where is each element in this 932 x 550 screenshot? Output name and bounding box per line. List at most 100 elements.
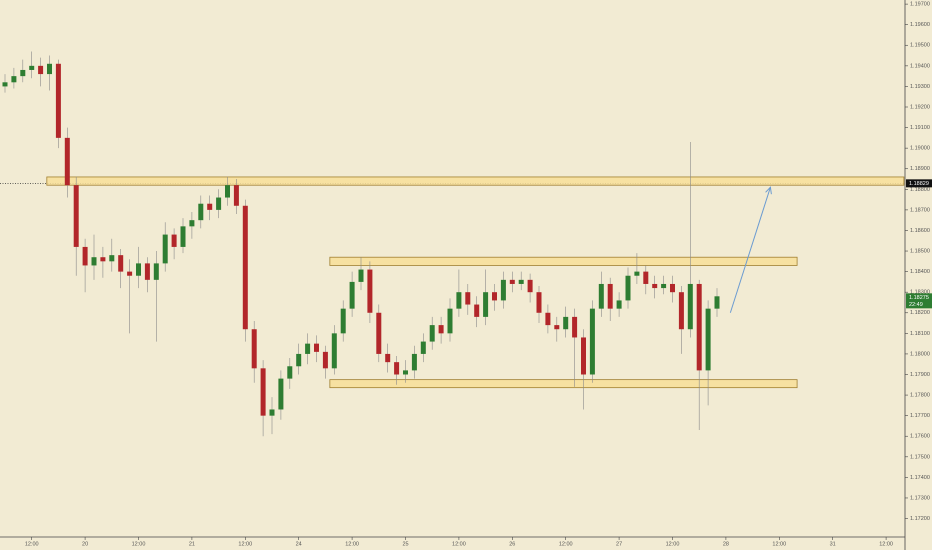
candle-body [251,329,257,369]
candle-body [456,292,462,309]
x-tick-label: 31 [830,541,836,547]
x-tick-label: 12:00 [559,541,573,547]
candle-body [411,353,417,371]
x-tick-label: 24 [296,541,302,547]
y-tick-label: 1.18300 [910,290,930,296]
candle-body [233,185,239,206]
candle-body [189,220,195,227]
candle-body [100,257,106,262]
x-tick-label: 12:00 [345,541,359,547]
x-tick-label: 27 [616,541,622,547]
x-tick-label: 12:00 [25,541,39,547]
candle-body [73,185,79,247]
y-tick-label: 1.18000 [910,351,930,357]
candle-body [153,263,159,280]
candle-body [705,308,711,371]
candle-body [11,76,17,83]
candle-body [305,343,311,354]
y-tick-label: 1.17400 [910,475,930,481]
y-tick-label: 1.19700 [910,2,930,8]
candle-body [554,325,560,330]
y-tick-label: 1.17500 [910,454,930,460]
candle-body [403,370,408,375]
x-tick-label: 28 [723,541,729,547]
y-tick-label: 1.19200 [910,104,930,110]
candle-body [661,283,667,289]
countdown-label: 22:49 [909,302,923,308]
candle-body [127,271,133,276]
x-tick-label: 26 [509,541,515,547]
candle-body [2,82,8,87]
last-price-label: 1.18275 [909,295,929,301]
candle-body [314,343,319,352]
candle-body [162,234,168,264]
candle-body [385,353,391,363]
candle-body [322,351,328,369]
candle-body [652,283,658,289]
y-tick-label: 1.17800 [910,393,930,399]
candle-body [527,279,533,293]
candle-body [634,271,640,276]
x-tick-label: 25 [402,541,408,547]
candle-body [509,279,515,284]
y-tick-label: 1.17200 [910,516,930,522]
candle-body [714,296,720,309]
candle-body [420,341,426,354]
candle-body [29,65,35,70]
candle-body [340,308,346,334]
candle-body [296,353,302,367]
y-tick-label: 1.19400 [910,63,930,69]
y-tick-label: 1.18200 [910,310,930,316]
x-tick-label: 12:00 [132,541,146,547]
candle-body [349,281,355,309]
y-tick-label: 1.19300 [910,84,930,90]
candle-body [358,269,364,282]
x-tick-label: 12:00 [452,541,466,547]
candle-body [64,137,70,186]
candle-body [492,292,497,301]
candle-body [367,269,373,313]
candle-body [144,263,150,280]
candle-body [198,203,204,221]
candle-body [394,362,400,375]
y-tick-label: 1.17900 [910,372,930,378]
y-tick-label: 1.17700 [910,413,930,419]
candle-body [643,271,649,284]
candle-body [55,63,61,138]
y-tick-label: 1.18100 [910,331,930,337]
candle-body [696,283,702,371]
candle-body [331,333,337,369]
y-tick-label: 1.18400 [910,269,930,275]
arrow-line [729,187,771,313]
candle-body [91,257,97,266]
x-tick-label: 21 [189,541,195,547]
candle-body [607,283,613,309]
candle-body [376,312,382,354]
candle-body [687,283,693,330]
candle-body [572,316,578,338]
candle-body [225,185,230,198]
candle-body [278,378,284,410]
marked-level-box [906,179,932,188]
candle-body [118,255,124,272]
y-tick-label: 1.18600 [910,228,930,234]
candle-body [269,409,275,416]
candle-body [207,203,213,210]
y-tick-label: 1.17300 [910,495,930,501]
marked-level-label: 1.18829 [909,181,929,187]
candle-body [180,226,186,247]
candle-body [536,292,542,313]
candle-body [598,283,604,309]
zone [329,256,798,266]
candle-body [589,308,595,375]
candle-body [678,292,684,330]
candle-body [136,263,141,276]
x-tick-label: 12:00 [772,541,786,547]
y-tick-label: 1.19500 [910,43,930,49]
candle-body [625,275,631,301]
y-tick-label: 1.18900 [910,166,930,172]
candle-body [82,246,88,266]
candle-body [563,316,569,330]
candle-body [109,255,115,262]
